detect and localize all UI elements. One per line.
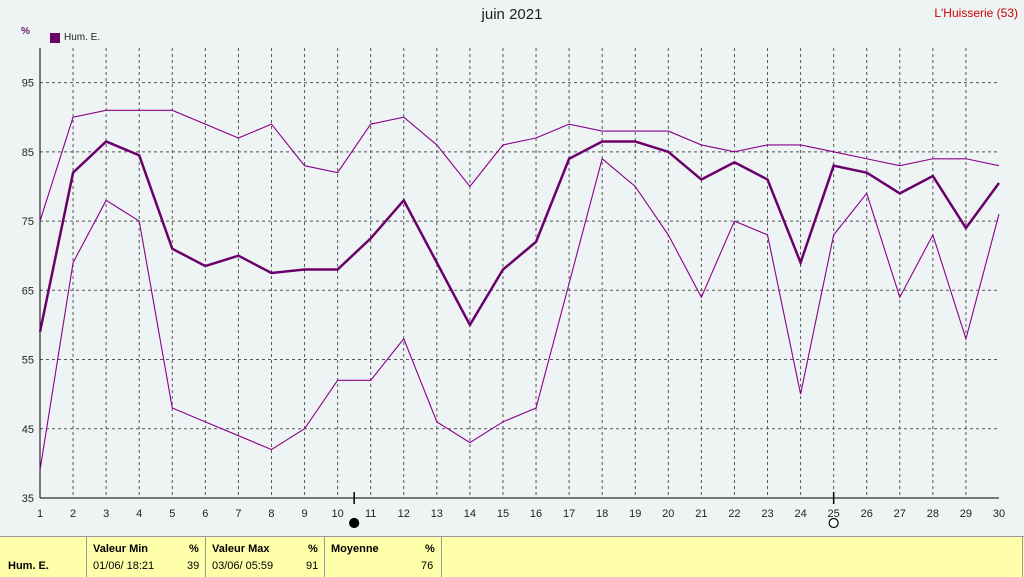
chart-title: juin 2021 xyxy=(481,6,543,23)
x-tick-label: 25 xyxy=(828,508,840,520)
min-value: 39 xyxy=(187,560,200,572)
max-when: 03/06/ 05:59 xyxy=(212,560,274,572)
chart-area: 35 45 55 65 75 85 95 1 2 3 4 5 6 7 8 9 10 11 12 13 14 15 16 17 1… xyxy=(21,6,1018,529)
max-value: 91 xyxy=(306,560,319,572)
x-tick-label: 24 xyxy=(794,508,806,520)
summary-empty-cell xyxy=(442,537,1023,577)
x-tick-label: 12 xyxy=(398,508,410,520)
legend-label: Hum. E. xyxy=(64,32,101,43)
x-tick-label: 6 xyxy=(202,508,208,520)
station-name: L'Huisserie (53) xyxy=(934,6,1018,20)
avg-value: 76 xyxy=(421,560,434,572)
x-tick-label: 19 xyxy=(629,508,641,520)
x-tick-label: 23 xyxy=(761,508,773,520)
x-tick-label: 21 xyxy=(695,508,707,520)
y-tick-label: 65 xyxy=(22,285,34,297)
x-tick-label: 3 xyxy=(103,508,109,520)
x-tick-label: 1 xyxy=(37,508,43,520)
open-circle-marker xyxy=(828,517,839,529)
filled-circle-marker xyxy=(349,517,360,529)
x-tick-label: 5 xyxy=(169,508,175,520)
x-tick-label: 22 xyxy=(728,508,740,520)
legend-swatch xyxy=(50,32,60,43)
legend: Hum. E. xyxy=(50,32,100,43)
summary-row-label: Hum. E. xyxy=(8,560,49,572)
summary-row-label-cell: Hum. E. xyxy=(0,537,87,577)
min-unit: % xyxy=(189,543,199,555)
y-tick-label: 85 xyxy=(22,147,34,159)
y-axis-unit: % xyxy=(21,26,30,37)
avg-header: Moyenne xyxy=(331,543,379,555)
min-when: 01/06/ 18:21 xyxy=(93,560,155,572)
x-tick-label: 17 xyxy=(563,508,575,520)
x-tick-label: 15 xyxy=(497,508,509,520)
x-tick-label: 13 xyxy=(431,508,443,520)
x-tick-label: 28 xyxy=(927,508,939,520)
min-header: Valeur Min xyxy=(93,543,149,555)
x-tick-label: 29 xyxy=(960,508,972,520)
x-tick-label: 2 xyxy=(70,508,76,520)
summary-avg-cell: Moyenne % 76 xyxy=(325,537,442,577)
y-tick-label: 95 xyxy=(22,78,34,90)
y-tick-label: 35 xyxy=(22,493,34,505)
series-line-min xyxy=(39,157,1000,471)
y-tick-label: 55 xyxy=(22,355,34,367)
summary-min-cell: Valeur Min % 01/06/ 18:21 39 xyxy=(87,537,206,577)
y-tick-label: 45 xyxy=(22,424,34,436)
x-tick-label: 11 xyxy=(365,508,376,520)
x-tick-label: 16 xyxy=(530,508,542,520)
x-tick-label: 10 xyxy=(331,508,343,520)
max-unit: % xyxy=(308,543,318,555)
series-line-max xyxy=(39,109,1000,222)
max-header: Valeur Max xyxy=(212,543,270,555)
x-tick-label: 9 xyxy=(301,508,307,520)
x-tick-label: 8 xyxy=(268,508,274,520)
summary-max-cell: Valeur Max % 03/06/ 05:59 91 xyxy=(206,537,325,577)
x-tick-label: 20 xyxy=(662,508,674,520)
x-tick-label: 27 xyxy=(894,508,906,520)
x-tick-label: 14 xyxy=(464,508,476,520)
x-tick-label: 4 xyxy=(136,508,142,520)
x-tick-label: 26 xyxy=(861,508,873,520)
series-line-mean xyxy=(38,139,1001,333)
x-tick-label: 18 xyxy=(596,508,608,520)
avg-unit: % xyxy=(425,543,435,555)
x-tick-label: 30 xyxy=(993,508,1005,520)
y-tick-label: 75 xyxy=(22,216,34,228)
summary-table: Hum. E. Valeur Min % 01/06/ 18:21 39 Val… xyxy=(0,536,1024,577)
x-tick-label: 7 xyxy=(235,508,241,520)
